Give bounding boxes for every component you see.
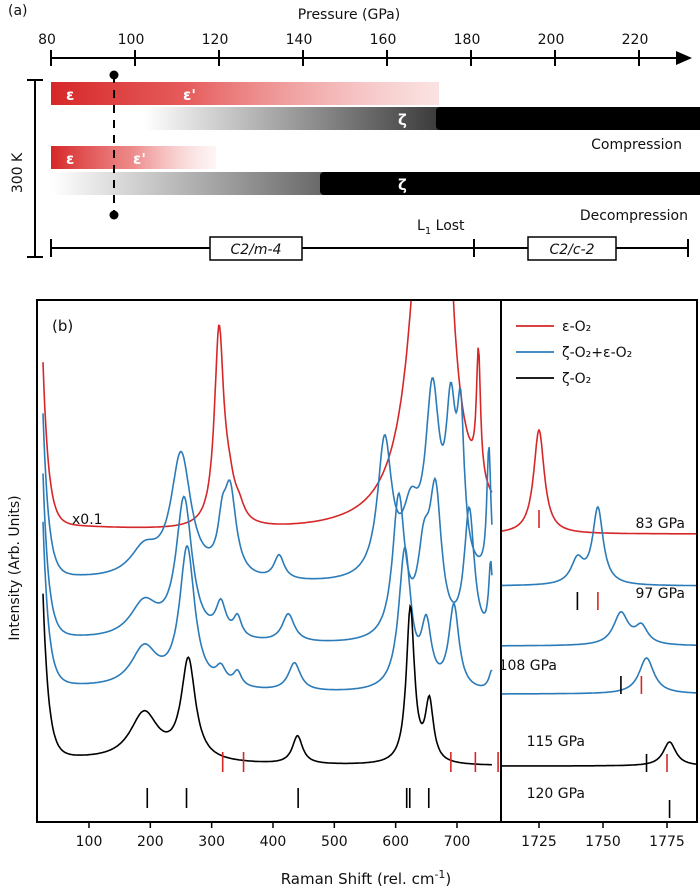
decompression-epsilon-prime-label: ε' [133, 150, 146, 168]
x-tick-label: 400 [260, 834, 287, 850]
plot-frame [36, 299, 698, 823]
spectrum-low-108-GPa [42, 473, 493, 642]
peak-tick-marks [146, 510, 671, 818]
structure-c2m4-label: C2/m-4 [231, 242, 282, 258]
y-axis-title: Intensity (Arb. Units) [7, 495, 23, 640]
structure-c2c2-box [527, 236, 617, 261]
decompression-zeta-label: ζ [398, 176, 407, 194]
compression-epsilon-label: ε [66, 86, 74, 104]
pressure-axis-arrow [676, 51, 692, 65]
transition-marker-top [109, 70, 119, 80]
pressure-label-120: 120 GPa [527, 786, 585, 802]
pressure-label-115: 115 GPa [527, 734, 585, 750]
pressure-tick-label: 180 [454, 32, 481, 48]
temperature-label: 300 K [10, 152, 26, 193]
decompression-zeta-bar [320, 172, 700, 195]
legend-label-epsilon: ε-O₂ [562, 319, 591, 335]
scale-note: x0.1 [72, 512, 103, 528]
spectrum-high-120-GPa [501, 741, 697, 767]
structure-c2m4-box [209, 236, 303, 261]
x-axis-ticks: 100 200 300 400 500 600 700 1725 1750 1775 [76, 822, 685, 850]
pressure-ticks: 80 100 120 140 160 180 200 220 [38, 32, 648, 66]
panel-a-phase-diagram: (a) Pressure (GPa) 80 100 120 140 160 180 200 2… [8, 3, 700, 261]
pressure-tick-label: 200 [538, 32, 565, 48]
spectrum-low-83-GPa [42, 300, 493, 529]
x-tick-label: 200 [137, 834, 164, 850]
compression-zeta-label: ζ [398, 111, 407, 129]
spectra-high-range [501, 428, 697, 767]
decompression-label: Decompression [580, 208, 688, 224]
spectrum-high-83-GPa [501, 428, 697, 535]
pressure-label-108: 108 GPa [499, 658, 557, 674]
panel-a-label: (a) [8, 3, 28, 19]
x-tick-label: 500 [321, 834, 348, 850]
structure-c2c2-label: C2/c-2 [549, 242, 594, 258]
pressure-tick-label: 120 [202, 32, 229, 48]
pressure-label-97: 97 GPa [635, 586, 685, 602]
x-tick-high-label: 1775 [649, 834, 685, 850]
x-tick-high-label: 1750 [585, 834, 621, 850]
x-tick-label: 300 [198, 834, 225, 850]
spectrum-low-120-GPa [42, 593, 492, 766]
spectrum-high-115-GPa [501, 657, 697, 695]
spectrum-high-97-GPa [501, 505, 697, 587]
pressure-labels: 83 GPa 97 GPa 108 GPa 115 GPa 120 GPa [499, 516, 685, 802]
pressure-tick-label: 140 [286, 32, 313, 48]
compression-zeta-bar [436, 107, 700, 130]
pressure-tick-label: 220 [622, 32, 649, 48]
compression-label: Compression [591, 137, 682, 153]
pressure-tick-label: 160 [370, 32, 397, 48]
transition-marker-bottom [109, 210, 119, 220]
pressure-tick-label: 100 [118, 32, 145, 48]
legend-label-mixed: ζ-O₂+ε-O₂ [562, 345, 632, 361]
legend-label-zeta: ζ-O₂ [562, 371, 591, 387]
spectrum-high-108-GPa [501, 610, 697, 647]
spectrum-low-115-GPa [42, 521, 493, 691]
compression-epsilon-prime-label: ε' [183, 86, 196, 104]
x-tick-high-label: 1725 [521, 834, 557, 850]
decompression-epsilon-bar [51, 146, 216, 169]
spectrum-low-97-GPa [42, 377, 493, 580]
pressure-axis-title: Pressure (GPa) [298, 7, 400, 23]
legend: ε-O₂ ζ-O₂+ε-O₂ ζ-O₂ [516, 319, 632, 387]
decompression-epsilon-label: ε [66, 150, 74, 168]
pressure-label-83: 83 GPa [635, 516, 685, 532]
l1-lost-label: L1 Lost [417, 218, 465, 237]
x-tick-label: 100 [76, 834, 103, 850]
x-tick-label: 700 [444, 834, 471, 850]
compression-epsilon-bar [51, 82, 439, 105]
panel-b-label: (b) [52, 317, 73, 335]
spectra-low-range [42, 300, 493, 766]
x-tick-label: 600 [382, 834, 409, 850]
pressure-tick-label: 80 [38, 32, 56, 48]
x-axis-title: Raman Shift (rel. cm-1) [281, 868, 452, 888]
panel-b-raman-spectra: (b) x0.1 ε-O₂ ζ-O₂+ε-O₂ ζ-O₂ 83 GPa 97 G… [7, 299, 698, 888]
